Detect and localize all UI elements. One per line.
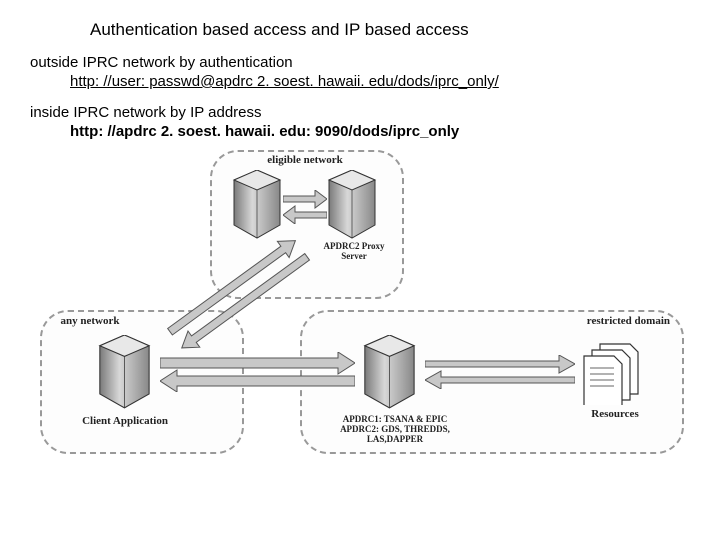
label-resources: Resources bbox=[585, 408, 645, 420]
node-top-client bbox=[230, 170, 285, 240]
node-client bbox=[95, 335, 155, 410]
arrow-server-resources bbox=[425, 355, 575, 389]
inside-heading: inside IPRC network by IP address bbox=[30, 104, 690, 121]
arrow-top bbox=[283, 190, 327, 224]
label-server: APDRC1: TSANA & EPICAPDRC2: GDS, THREDDS… bbox=[315, 415, 475, 445]
arrow-client-server bbox=[160, 352, 355, 392]
label-client: Client Application bbox=[70, 415, 180, 427]
node-server bbox=[360, 335, 420, 410]
label-any: any network bbox=[50, 315, 130, 327]
arrow-diag bbox=[155, 235, 325, 350]
label-restricted: restricted domain bbox=[570, 315, 670, 327]
page-title: Authentication based access and IP based… bbox=[90, 20, 690, 40]
outside-url-link[interactable]: http: //user: passwd@apdrc 2. soest. haw… bbox=[70, 73, 690, 90]
inside-url: http: //apdrc 2. soest. hawaii. edu: 909… bbox=[70, 123, 690, 140]
label-proxy: APDRC2 ProxyServer bbox=[318, 242, 390, 262]
outside-heading: outside IPRC network by authentication bbox=[30, 54, 690, 71]
node-resources bbox=[580, 340, 650, 405]
network-diagram: eligible network any network restricted … bbox=[40, 150, 680, 450]
label-eligible: eligible network bbox=[265, 154, 345, 166]
node-proxy bbox=[325, 170, 380, 240]
